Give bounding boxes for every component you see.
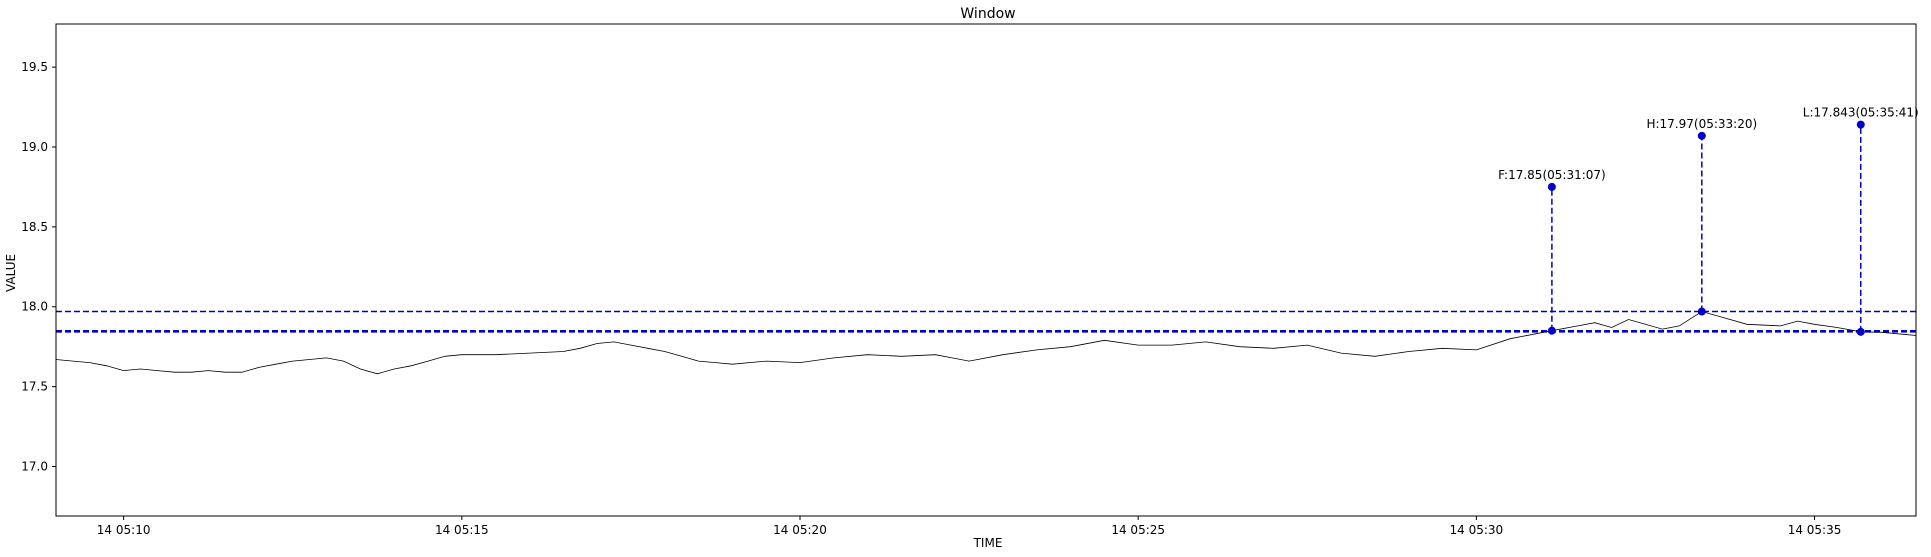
y-axis-title: VALUE — [4, 254, 18, 292]
plot-area: F:17.85(05:31:07) H:17.97(05:33:20) L:17.8… — [21, 23, 1919, 537]
x-axis-title: TIME — [973, 536, 1003, 550]
y-tick-label-1: 17.5 — [21, 380, 48, 394]
annotation-label-1: H:17.97(05:33:20) — [1646, 117, 1757, 131]
x-tick-label-5: 14 05:35 — [1788, 523, 1842, 537]
y-tick-label-5: 19.5 — [21, 60, 48, 74]
x-tick-label-3: 14 05:25 — [1111, 523, 1165, 537]
annotation-top-marker-2 — [1856, 120, 1865, 129]
x-tick-label-1: 14 05:15 — [435, 523, 489, 537]
y-tick-label-4: 19.0 — [21, 140, 48, 154]
annotation-label-0: F:17.85(05:31:07) — [1498, 168, 1606, 182]
annotation-point-2 — [1856, 327, 1865, 336]
annotation-label-2: L:17.843(05:35:41) — [1803, 106, 1919, 120]
x-tick-label-4: 14 05:30 — [1450, 523, 1504, 537]
annotation-top-marker-0 — [1547, 182, 1556, 191]
series-line-0 — [55, 311, 1917, 375]
x-tick-label-2: 14 05:20 — [773, 523, 827, 537]
axes-frame — [55, 23, 1917, 517]
annotation-point-0 — [1547, 326, 1556, 335]
y-tick-label-3: 18.5 — [21, 220, 48, 234]
annotation-point-1 — [1697, 307, 1706, 316]
chart-title: Window — [960, 6, 1015, 22]
annotation-top-marker-1 — [1697, 131, 1706, 140]
x-tick-label-0: 14 05:10 — [97, 523, 151, 537]
y-tick-label-0: 17.0 — [21, 459, 48, 473]
y-tick-label-2: 18.0 — [21, 300, 48, 314]
